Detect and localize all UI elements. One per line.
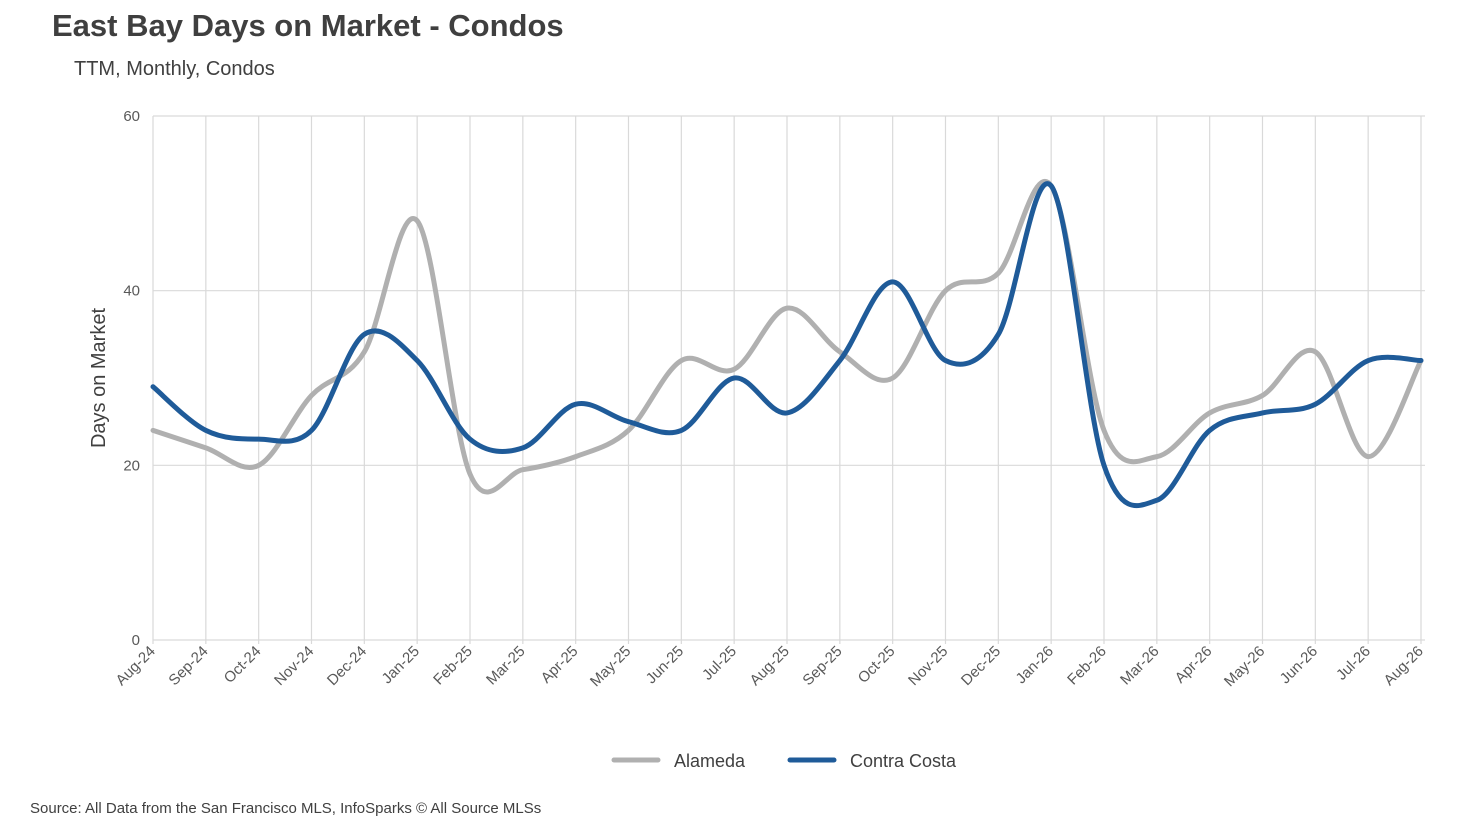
x-tick-label: Feb-25 — [430, 643, 476, 689]
x-tick-label: Jan-25 — [379, 643, 423, 687]
y-axis-label: Days on Market — [88, 308, 110, 448]
x-tick-label: Jun-26 — [1277, 643, 1321, 687]
series-lines — [150, 179, 1424, 509]
x-tick-label: Jun-25 — [643, 643, 687, 687]
y-tick-label: 60 — [123, 108, 140, 125]
chart-subtitle: TTM, Monthly, Condos — [74, 58, 275, 80]
y-tick-label: 20 — [123, 457, 140, 474]
x-tick-label: May-26 — [1221, 643, 1268, 690]
x-tick-label: Aug-24 — [113, 643, 159, 689]
x-tick-label: Dec-25 — [958, 643, 1004, 689]
series-line-alameda — [150, 179, 1424, 495]
legend-label: Contra Costa — [850, 751, 957, 771]
x-tick-label: Dec-24 — [324, 643, 370, 689]
x-tick-label: Jul-25 — [699, 643, 740, 684]
series-line-contra-costa — [150, 181, 1424, 509]
y-tick-label: 40 — [123, 283, 140, 300]
x-tick-label: Oct-24 — [221, 643, 265, 687]
x-tick-label: Sep-24 — [165, 643, 211, 689]
x-tick-label: Nov-25 — [905, 643, 951, 689]
y-axis-ticks: 0 20 40 60 — [123, 108, 140, 649]
x-tick-label: Nov-24 — [271, 643, 317, 689]
x-tick-label: Aug-26 — [1381, 643, 1427, 689]
x-tick-label: Oct-25 — [855, 643, 899, 687]
x-tick-label: Aug-25 — [747, 643, 793, 689]
x-tick-label: Jan-26 — [1013, 643, 1057, 687]
source-note: Source: All Data from the San Francisco … — [30, 800, 542, 817]
gridlines — [152, 115, 1425, 644]
legend: Alameda Contra Costa — [611, 751, 957, 771]
x-tick-label: Sep-25 — [799, 643, 845, 689]
legend-label: Alameda — [674, 751, 746, 771]
x-tick-label: Apr-26 — [1172, 643, 1216, 687]
x-tick-label: Mar-26 — [1117, 643, 1163, 689]
x-tick-label: Mar-25 — [483, 643, 529, 689]
x-axis-ticks: Aug-24 Sep-24 Oct-24 Nov-24 Dec-24 Jan-25 Feb-… — [113, 643, 1427, 690]
x-tick-label: May-25 — [587, 643, 634, 690]
x-tick-label: Feb-26 — [1064, 643, 1110, 689]
chart-title: East Bay Days on Market - Condos — [52, 8, 564, 43]
x-tick-label: Jul-26 — [1333, 643, 1374, 684]
y-tick-label: 0 — [132, 632, 140, 649]
x-tick-label: Apr-25 — [538, 643, 582, 687]
